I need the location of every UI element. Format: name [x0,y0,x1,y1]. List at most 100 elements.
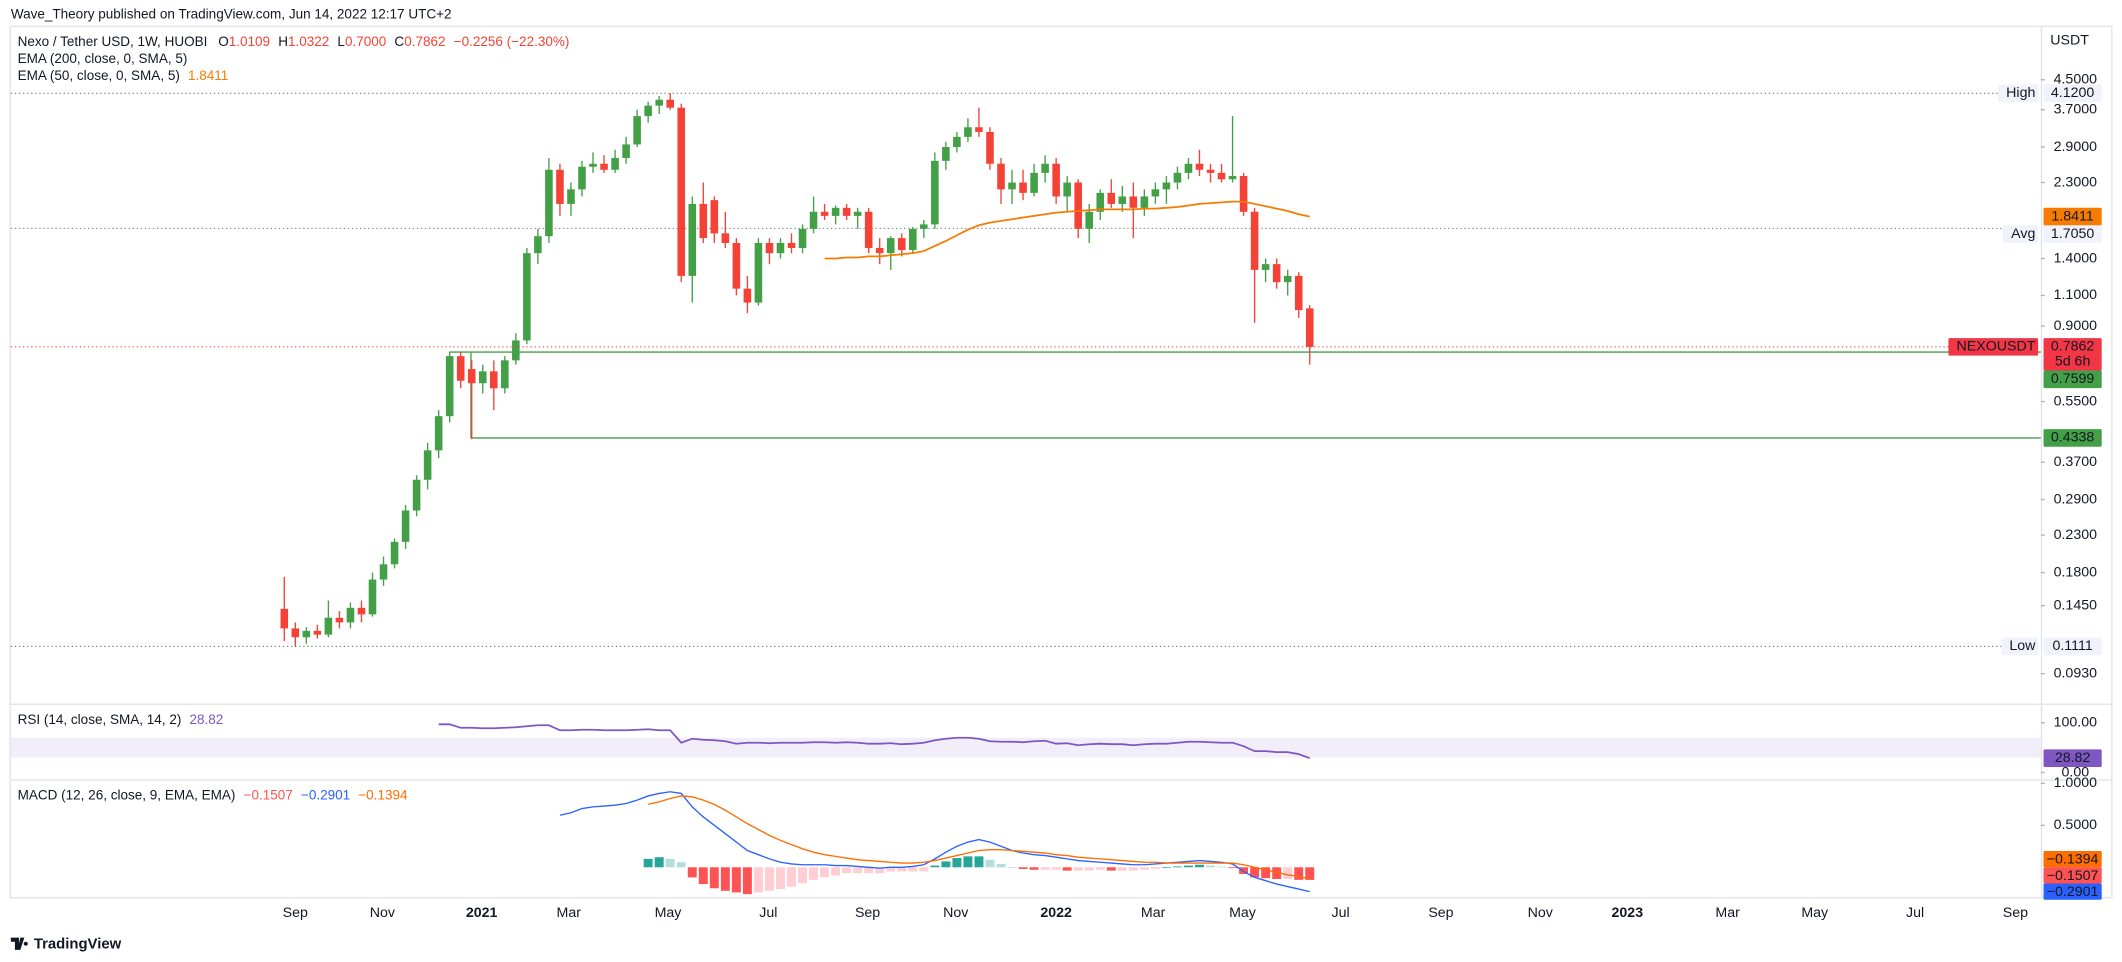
change: −0.2256 (−22.30%) [454,34,570,49]
candle-body [501,360,509,389]
y-tick-label: 0.1450 [2054,597,2098,613]
line-tag [2003,225,2039,243]
x-tick-label: May [1801,905,1829,921]
candle-body [732,242,741,289]
series-name: EMA (50, close, 0, SMA, 5) [18,67,180,82]
pane-value: −0.2901 [301,787,350,802]
histogram-bar [1051,867,1061,870]
y-tick-label: 0.5000 [2054,817,2098,833]
histogram-bar [665,858,675,868]
y-tick-label: 2.9000 [2054,139,2098,155]
pane-title: RSI (14, close, SMA, 14, 2) [18,711,182,726]
histogram-bar [1261,867,1271,879]
histogram-bar [1117,867,1127,871]
candle-body [313,630,322,635]
histogram-bar [919,867,929,872]
histogram-bar [1029,867,1039,870]
footer-brand: TradingView [34,936,122,952]
x-tick-label: Sep [283,905,308,921]
histogram-bar [1305,867,1315,880]
y-tick-label: 0.2300 [2054,527,2098,543]
candle-body [754,242,763,303]
footer-logo [10,937,28,950]
x-tick-label: Jul [1332,905,1350,921]
histogram-bar [897,867,907,872]
axis-tag-label: −0.1507 [2047,868,2099,884]
candle-body [1305,308,1314,347]
y-tick-label: 0.9000 [2054,318,2098,334]
candle-body [644,105,652,117]
axis-tag [2043,429,2102,447]
y-tick-label: 1.1000 [2054,287,2098,303]
candle-body [456,356,465,381]
series-value: 1.8411 [188,67,228,82]
candle-body [875,247,884,254]
candle-body [1118,196,1127,204]
histogram-bar [643,858,653,868]
line [648,795,1310,880]
publisher: Wave_Theory published on TradingView.com… [11,6,452,21]
y-tick-label: 0.1800 [2054,564,2098,580]
candle-body [1239,176,1248,212]
candle-body [1107,192,1116,204]
histogram-bar [1206,865,1215,868]
candle-body [578,166,586,190]
histogram-bar [908,867,918,872]
histogram-bar [1040,867,1050,870]
candle-body [1261,264,1270,270]
series-legend: EMA (50, close, 0, SMA, 5) 1.8411 [18,67,229,82]
histogram-bar [963,856,973,868]
pane-legend: RSI (14, close, SMA, 14, 2) 28.82 [18,711,224,726]
candle-body [467,369,476,384]
x-tick-label: May [655,905,683,921]
candle-body [434,416,443,451]
candle-body [953,136,961,148]
candle-body [666,99,674,108]
x-tick-label: Mar [557,905,582,921]
candle-body [1129,196,1138,208]
candle-body [445,356,454,417]
histogram-bar [886,867,896,872]
histogram-bar [1183,865,1193,868]
histogram-bar [1062,867,1072,871]
axis-tag [2043,637,2102,656]
candle-body [622,144,630,158]
histogram-bar [731,867,741,893]
candle-body [412,479,421,511]
axis-tag-label: −0.1394 [2047,852,2099,868]
pane-value: −0.1394 [358,787,408,802]
candle-body [809,211,818,229]
line [824,200,1310,260]
line-tag-label: NEXOUSDT [1957,339,2036,355]
histogram-bar [875,867,885,874]
symbol: Nexo / Tether USD, 1W, HUOBI [18,34,208,49]
histogram-bar [1239,867,1249,874]
histogram-bar [654,857,664,868]
axis-tag-label: 5d 6h [2055,354,2091,370]
candle-body [1074,182,1082,229]
candle-body [842,207,851,216]
candle-body [1228,176,1237,180]
ohlc-key: O [218,34,229,49]
candle-body [997,163,1005,190]
candle-body [864,211,873,248]
line-tag [2001,637,2039,656]
line-tag [1948,338,2039,356]
x-tick-label: Nov [370,905,396,921]
candle-body [390,541,399,565]
candle-body [1151,189,1160,197]
histogram-bar [787,867,796,887]
y-tick-label: 0.00 [2061,764,2089,780]
candle-body [1041,163,1049,173]
histogram-bar [1283,867,1293,880]
candle-body [478,371,487,384]
axis-tag-label: 0.4338 [2051,430,2095,446]
pane-title: MACD (12, 26, close, 9, EMA, EMA) [18,787,236,802]
line-tag [1998,84,2039,103]
candle-body [886,238,895,254]
line-tag-label: Avg [2011,226,2035,242]
histogram-bar [1228,867,1238,869]
ohlc-value: 0.7000 [345,34,386,49]
histogram-bar [1250,867,1260,878]
